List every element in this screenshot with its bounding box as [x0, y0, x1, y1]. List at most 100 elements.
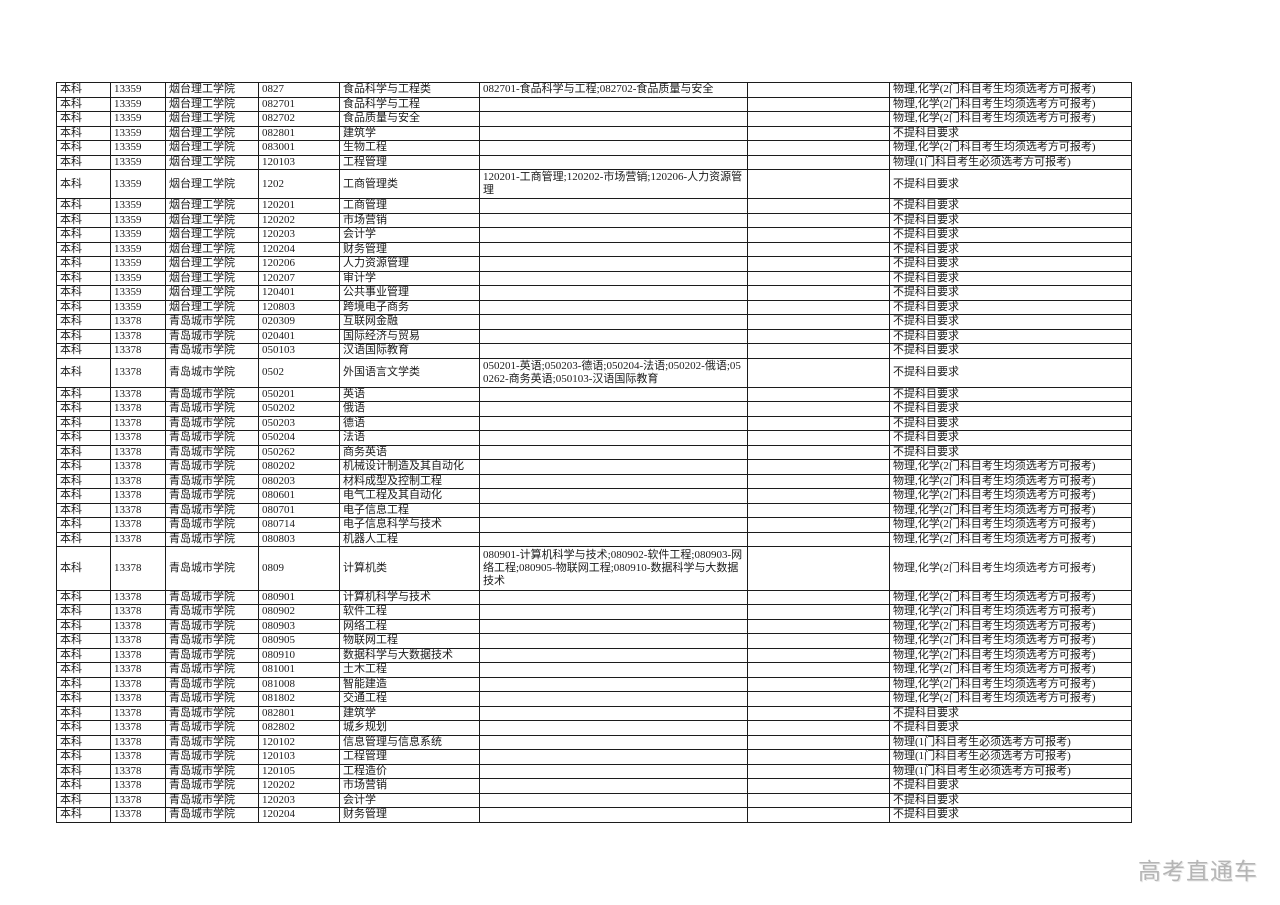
cell-included-majors	[479, 749, 748, 765]
cell-included-majors	[479, 676, 748, 692]
cell-major-name: 建筑学	[339, 125, 480, 141]
cell-major-name: 外国语言文学类	[339, 357, 480, 388]
cell-subject-requirement: 物理(1门科目考生必须选考方可报考)	[889, 734, 1132, 750]
table-row: 本科 13378 青岛城市学院 120103 工程管理 物理(1门科目考生必须选考方可报考…	[56, 749, 1132, 765]
cell-school-name: 青岛城市学院	[165, 778, 259, 794]
cell-subject-requirement: 物理(1门科目考生必须选考方可报考)	[889, 763, 1132, 779]
cell-included-majors	[479, 502, 748, 518]
cell-subject-requirement: 不提科目要求	[889, 386, 1132, 402]
cell-included-majors	[479, 734, 748, 750]
cell-level: 本科	[56, 241, 111, 257]
cell-major-code: 120203	[258, 227, 340, 243]
table-row: 本科 13378 青岛城市学院 120203 会计学 不提科目要求	[56, 792, 1132, 808]
cell-included-majors	[479, 430, 748, 446]
cell-subject-requirement: 不提科目要求	[889, 343, 1132, 359]
table-row: 本科 13378 青岛城市学院 0502 外国语言文学类 050201-英语;050203…	[56, 357, 1132, 388]
table-row: 本科 13359 烟台理工学院 082801 建筑学 不提科目要求	[56, 125, 1132, 141]
cell-level: 本科	[56, 270, 111, 286]
cell-major-name: 国际经济与贸易	[339, 328, 480, 344]
cell-included-majors	[479, 459, 748, 475]
cell-subject-requirement: 不提科目要求	[889, 256, 1132, 272]
cell-major-code: 082702	[258, 111, 340, 127]
cell-school-name: 青岛城市学院	[165, 691, 259, 707]
cell-major-name: 食品科学与工程	[339, 96, 480, 112]
cell-school-name: 青岛城市学院	[165, 488, 259, 504]
cell-major-name: 电气工程及其自动化	[339, 488, 480, 504]
cell-included-majors: 120201-工商管理;120202-市场营销;120206-人力资源管理	[479, 169, 748, 199]
table-row: 本科 13378 青岛城市学院 080601 电气工程及其自动化 物理,化学(2门科目考生…	[56, 488, 1132, 504]
cell-major-code: 080803	[258, 531, 340, 547]
cell-school-code: 13378	[110, 618, 166, 634]
cell-blank	[747, 212, 890, 228]
cell-blank	[747, 444, 890, 460]
cell-level: 本科	[56, 198, 111, 214]
cell-major-code: 0502	[258, 357, 340, 388]
cell-school-name: 烟台理工学院	[165, 169, 259, 199]
cell-blank	[747, 647, 890, 663]
cell-school-code: 13359	[110, 256, 166, 272]
cell-major-name: 德语	[339, 415, 480, 431]
cell-school-code: 13378	[110, 430, 166, 446]
cell-school-name: 青岛城市学院	[165, 386, 259, 402]
cell-blank	[747, 198, 890, 214]
cell-major-name: 材料成型及控制工程	[339, 473, 480, 489]
cell-major-name: 汉语国际教育	[339, 343, 480, 359]
cell-major-name: 工程管理	[339, 749, 480, 765]
table-row: 本科 13359 烟台理工学院 120206 人力资源管理 不提科目要求	[56, 256, 1132, 272]
cell-major-name: 软件工程	[339, 604, 480, 620]
cell-level: 本科	[56, 705, 111, 721]
cell-included-majors	[479, 227, 748, 243]
cell-blank	[747, 502, 890, 518]
cell-school-code: 13359	[110, 198, 166, 214]
cell-school-code: 13378	[110, 676, 166, 692]
cell-school-code: 13359	[110, 270, 166, 286]
cell-school-name: 青岛城市学院	[165, 676, 259, 692]
cell-major-code: 120203	[258, 792, 340, 808]
cell-included-majors	[479, 386, 748, 402]
cell-included-majors	[479, 343, 748, 359]
cell-level: 本科	[56, 676, 111, 692]
cell-school-name: 青岛城市学院	[165, 343, 259, 359]
cell-subject-requirement: 物理,化学(2门科目考生均须选考方可报考)	[889, 662, 1132, 678]
cell-blank	[747, 734, 890, 750]
cell-subject-requirement: 不提科目要求	[889, 299, 1132, 315]
table-row: 本科 13359 烟台理工学院 120207 审计学 不提科目要求	[56, 270, 1132, 286]
cell-school-name: 青岛城市学院	[165, 401, 259, 417]
cell-blank	[747, 662, 890, 678]
cell-included-majors	[479, 792, 748, 808]
table-row: 本科 13378 青岛城市学院 050103 汉语国际教育 不提科目要求	[56, 343, 1132, 359]
cell-level: 本科	[56, 415, 111, 431]
cell-major-name: 工程造价	[339, 763, 480, 779]
cell-major-code: 120202	[258, 778, 340, 794]
cell-school-code: 13378	[110, 763, 166, 779]
table-row: 本科 13378 青岛城市学院 050201 英语 不提科目要求	[56, 386, 1132, 402]
cell-school-name: 青岛城市学院	[165, 734, 259, 750]
cell-school-name: 青岛城市学院	[165, 517, 259, 533]
table-row: 本科 13378 青岛城市学院 081001 土木工程 物理,化学(2门科目考生均须选考方…	[56, 662, 1132, 678]
cell-major-name: 法语	[339, 430, 480, 446]
cell-major-name: 计算机科学与技术	[339, 589, 480, 605]
cell-school-code: 13378	[110, 488, 166, 504]
cell-blank	[747, 328, 890, 344]
cell-level: 本科	[56, 502, 111, 518]
cell-major-code: 050203	[258, 415, 340, 431]
cell-major-name: 审计学	[339, 270, 480, 286]
cell-included-majors: 050201-英语;050203-德语;050204-法语;050202-俄语;…	[479, 357, 748, 388]
cell-level: 本科	[56, 386, 111, 402]
cell-major-name: 会计学	[339, 227, 480, 243]
cell-school-name: 青岛城市学院	[165, 807, 259, 823]
table-row: 本科 13378 青岛城市学院 080903 网络工程 物理,化学(2门科目考生均须选考方…	[56, 618, 1132, 634]
cell-blank	[747, 749, 890, 765]
cell-level: 本科	[56, 82, 111, 98]
cell-school-code: 13378	[110, 459, 166, 475]
cell-major-code: 082802	[258, 720, 340, 736]
cell-subject-requirement: 物理,化学(2门科目考生均须选考方可报考)	[889, 82, 1132, 98]
cell-blank	[747, 82, 890, 98]
cell-level: 本科	[56, 546, 111, 591]
cell-subject-requirement: 不提科目要求	[889, 227, 1132, 243]
cell-major-name: 计算机类	[339, 546, 480, 591]
table-row: 本科 13359 烟台理工学院 120202 市场营销 不提科目要求	[56, 212, 1132, 228]
cell-blank	[747, 531, 890, 547]
cell-major-name: 财务管理	[339, 241, 480, 257]
cell-major-name: 信息管理与信息系统	[339, 734, 480, 750]
